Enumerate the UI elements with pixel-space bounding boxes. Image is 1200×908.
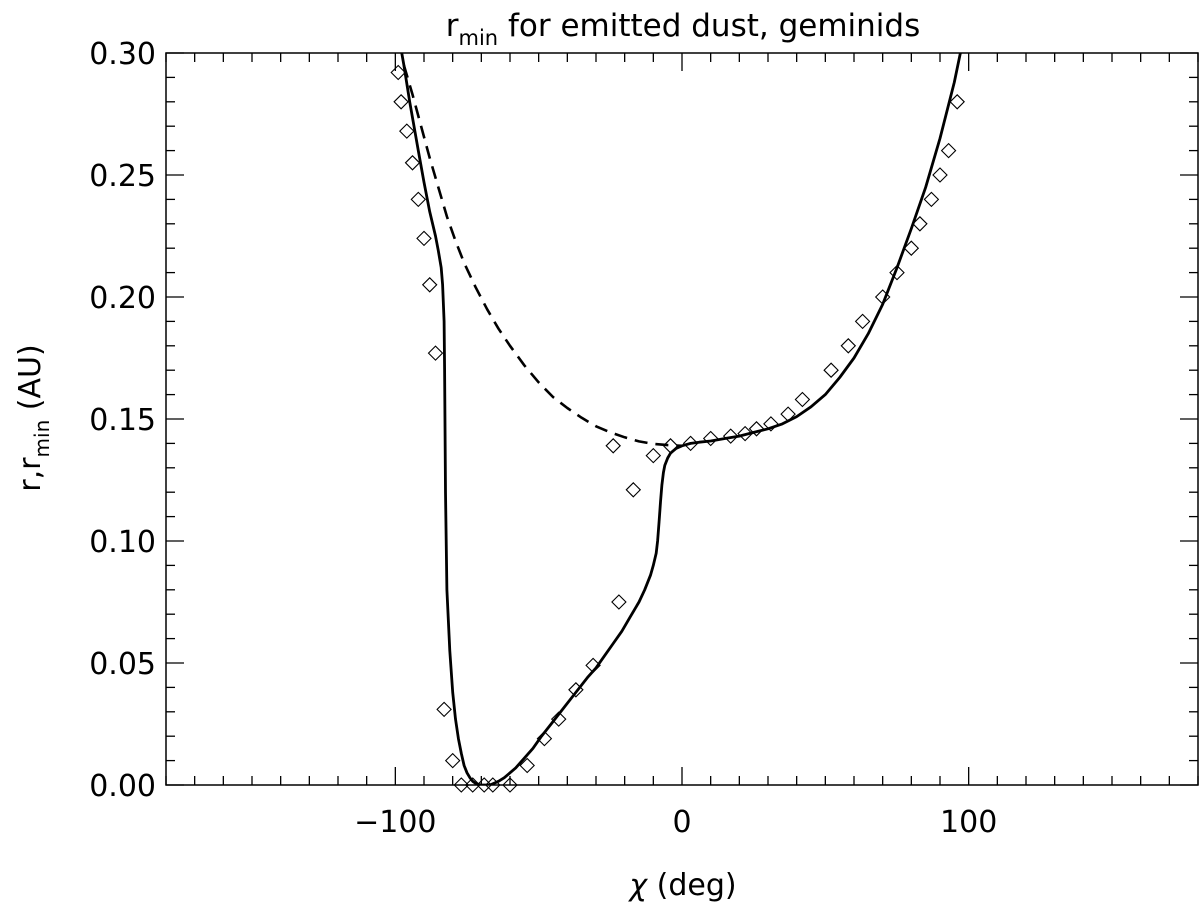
data-point-diamond (748, 421, 765, 437)
data-point-diamond (568, 682, 584, 698)
x-tick-label: 0 (672, 805, 691, 840)
data-point-diamond (436, 701, 452, 718)
plot-area (400, 53, 962, 785)
x-tick-label: 100 (940, 805, 997, 840)
data-point-diamond (485, 777, 501, 793)
data-point-diamond (416, 230, 432, 247)
y-tick-label: 0.00 (89, 769, 156, 804)
title-rest: for emitted dust, geminids (498, 8, 920, 44)
data-point-diamond (682, 435, 699, 452)
data-point-diamond (585, 657, 601, 674)
data-point-diamond (410, 191, 427, 208)
data-point-diamond (427, 345, 444, 361)
y-tick-label: 0.15 (89, 403, 156, 438)
y-tick-label: 0.25 (89, 159, 156, 194)
x-axis-unit: (deg) (647, 868, 737, 903)
data-point-diamond (404, 155, 421, 171)
data-point-diamond (645, 447, 662, 464)
data-point-diamond (923, 191, 940, 208)
data-point-diamond (393, 94, 409, 110)
data-point-diamond (903, 240, 920, 256)
data-point-diamond (932, 167, 948, 183)
dashed-curve (402, 64, 683, 448)
data-point-diamond (550, 711, 567, 727)
solid-curve (400, 53, 962, 785)
data-point-diamond (662, 438, 679, 454)
data-point-diamond (605, 438, 621, 454)
data-point-diamond (464, 777, 481, 793)
y-tick-label: 0.05 (89, 647, 156, 682)
title-subscript: min (459, 26, 499, 50)
data-point-diamond (625, 482, 642, 498)
chart-title: rmin for emitted dust, geminids (446, 8, 920, 50)
data-point-diamond (421, 277, 438, 293)
data-point-diamond (840, 338, 857, 354)
data-point-diamond (390, 64, 406, 81)
data-point-diamond (940, 142, 957, 159)
data-point-diamond (611, 594, 627, 610)
data-point-diamond (889, 264, 905, 281)
data-point-diamond (949, 94, 965, 110)
data-point-diamond (737, 425, 753, 442)
data-point-diamond (780, 406, 796, 422)
data-point-diamond (453, 777, 470, 793)
data-point-diamond (519, 757, 535, 774)
data-point-diamond (702, 430, 719, 447)
data-point-diamond (502, 777, 518, 793)
y-axis-label-b: (AU) (13, 344, 48, 419)
data-point-diamond (722, 428, 739, 444)
data-point-diamond (794, 391, 811, 408)
data-point-diamond (874, 289, 891, 305)
data-point-diamond (536, 730, 553, 747)
x-tick-labels: −100 0 100 (354, 805, 997, 840)
y-axis-label-subscript: min (30, 420, 54, 458)
y-tick-labels: 0.00 0.05 0.10 0.15 0.20 0.25 0.30 (89, 37, 156, 804)
marker-layer (390, 64, 965, 793)
x-axis-label: χ (deg) (627, 868, 736, 903)
data-point-diamond (854, 313, 871, 330)
x-tick-label: −100 (354, 805, 436, 840)
data-point-diamond (399, 123, 415, 139)
data-point-diamond (444, 752, 461, 769)
y-axis-label-a: r,r (13, 457, 48, 492)
title-main: r (446, 8, 459, 44)
y-tick-label: 0.30 (89, 37, 156, 72)
data-point-diamond (912, 216, 928, 232)
x-axis-symbol: χ (627, 868, 648, 903)
data-point-diamond (763, 416, 779, 432)
y-tick-label: 0.20 (89, 281, 156, 316)
data-point-diamond (823, 362, 839, 378)
y-axis-label: r,rmin (AU) (13, 344, 54, 491)
axis-ticks (165, 52, 1199, 786)
y-tick-label: 0.10 (89, 525, 156, 560)
plot-frame (165, 52, 1199, 786)
